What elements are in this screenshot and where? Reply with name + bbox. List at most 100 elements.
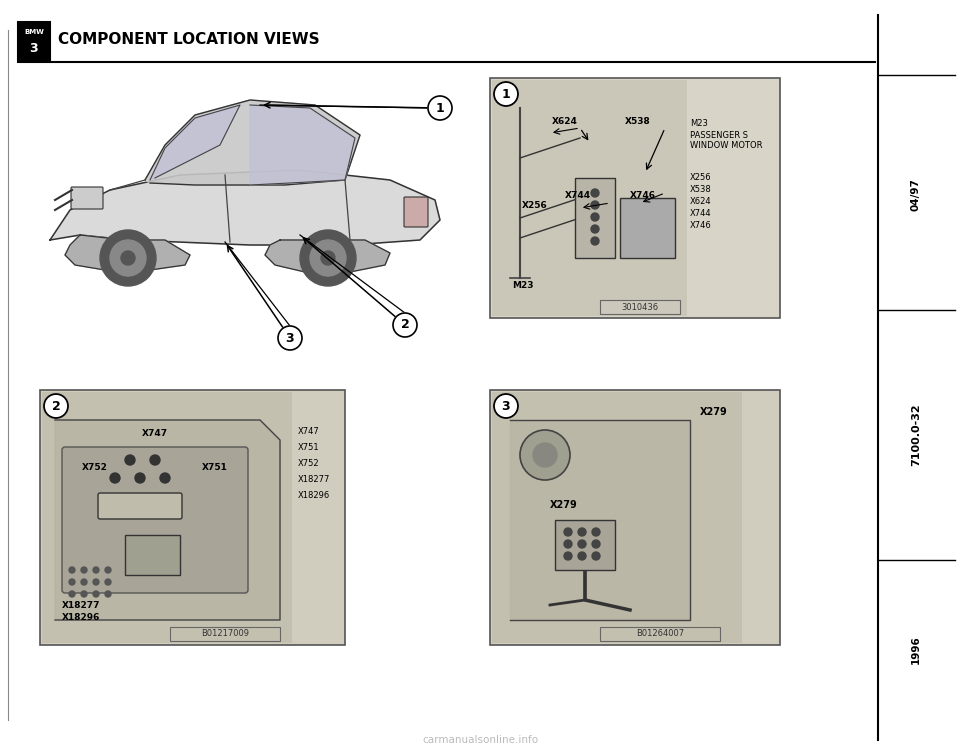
Circle shape [100,230,156,286]
Polygon shape [65,235,190,270]
FancyBboxPatch shape [492,80,687,316]
Circle shape [150,455,160,465]
Circle shape [533,443,557,467]
Text: X624: X624 [552,117,578,126]
Circle shape [591,225,599,233]
Circle shape [564,552,572,560]
Text: 3: 3 [30,42,38,55]
Circle shape [105,579,111,585]
Circle shape [592,528,600,536]
Text: M23: M23 [512,281,534,290]
Circle shape [591,201,599,209]
Text: PASSENGER S: PASSENGER S [690,131,748,140]
Circle shape [578,552,586,560]
Circle shape [44,394,68,418]
Circle shape [135,473,145,483]
Text: X747: X747 [298,427,320,436]
Polygon shape [250,105,355,185]
Text: X279: X279 [550,500,578,510]
FancyBboxPatch shape [600,300,680,314]
Text: 7100.0-32: 7100.0-32 [911,404,921,466]
Polygon shape [55,420,280,620]
Text: X746: X746 [630,191,656,200]
Polygon shape [150,105,240,180]
Text: X752: X752 [298,460,320,469]
Text: COMPONENT LOCATION VIEWS: COMPONENT LOCATION VIEWS [58,33,320,48]
Circle shape [564,540,572,548]
Text: 1: 1 [502,88,511,101]
Circle shape [300,230,356,286]
Circle shape [494,394,518,418]
FancyBboxPatch shape [42,392,292,643]
FancyBboxPatch shape [125,535,180,575]
FancyBboxPatch shape [404,197,428,227]
Circle shape [69,579,75,585]
FancyBboxPatch shape [170,627,280,641]
Circle shape [160,473,170,483]
Text: X538: X538 [625,117,651,126]
Text: X752: X752 [82,463,108,472]
Circle shape [105,591,111,597]
Text: X279: X279 [700,407,728,417]
Circle shape [110,240,146,276]
Circle shape [591,237,599,245]
Text: X744: X744 [565,191,591,200]
Circle shape [81,567,87,573]
Text: 2: 2 [52,399,60,413]
Circle shape [428,96,452,120]
FancyBboxPatch shape [600,627,720,641]
Circle shape [69,591,75,597]
Circle shape [520,430,570,480]
Text: carmanualsonline.info: carmanualsonline.info [422,735,538,745]
Text: X751: X751 [202,463,228,472]
Text: 1996: 1996 [911,636,921,665]
Circle shape [564,528,572,536]
FancyBboxPatch shape [492,392,742,643]
Text: X256: X256 [690,173,711,182]
Circle shape [592,540,600,548]
Text: X538: X538 [690,185,711,194]
FancyBboxPatch shape [620,198,675,258]
Text: X18277: X18277 [62,600,101,609]
FancyBboxPatch shape [490,390,780,645]
Circle shape [93,579,99,585]
Circle shape [393,313,417,337]
FancyBboxPatch shape [71,187,103,209]
Text: X256: X256 [522,202,548,210]
Polygon shape [50,170,440,245]
Polygon shape [510,420,690,620]
Text: B01217009: B01217009 [201,630,249,639]
Circle shape [93,591,99,597]
Circle shape [69,567,75,573]
FancyBboxPatch shape [18,22,50,60]
Text: M23: M23 [690,119,708,128]
Text: X751: X751 [298,444,320,453]
Circle shape [494,82,518,106]
Polygon shape [265,240,390,272]
Text: X18296: X18296 [62,614,101,622]
Text: 3: 3 [502,399,511,413]
Text: X624: X624 [690,197,711,206]
FancyBboxPatch shape [98,493,182,519]
Circle shape [110,473,120,483]
Text: B01264007: B01264007 [636,630,684,639]
FancyBboxPatch shape [62,447,248,593]
Text: 04/97: 04/97 [911,178,921,212]
Polygon shape [145,100,360,185]
Circle shape [125,455,135,465]
Text: WINDOW MOTOR: WINDOW MOTOR [690,141,762,150]
Text: X18296: X18296 [298,491,330,500]
Text: 3010436: 3010436 [621,302,659,311]
Text: 3: 3 [286,331,295,345]
FancyBboxPatch shape [555,520,615,570]
Text: 2: 2 [400,318,409,331]
Circle shape [578,540,586,548]
FancyBboxPatch shape [490,78,780,318]
FancyBboxPatch shape [575,178,615,258]
Text: BMW: BMW [24,29,44,35]
Circle shape [592,552,600,560]
Circle shape [591,189,599,197]
Text: 1: 1 [436,101,444,114]
Circle shape [278,326,302,350]
Circle shape [81,591,87,597]
